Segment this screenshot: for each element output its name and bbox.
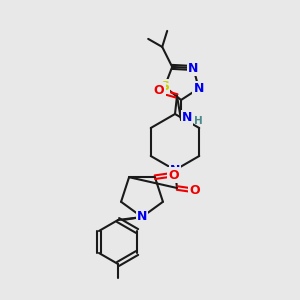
- Text: N: N: [194, 82, 204, 95]
- Text: N: N: [137, 211, 147, 224]
- Text: N: N: [188, 61, 199, 74]
- Text: H: H: [194, 116, 203, 126]
- Text: S: S: [160, 80, 169, 93]
- Text: O: O: [190, 184, 200, 196]
- Text: N: N: [170, 164, 180, 176]
- Text: O: O: [154, 83, 164, 97]
- Text: O: O: [169, 169, 179, 182]
- Text: N: N: [182, 112, 192, 124]
